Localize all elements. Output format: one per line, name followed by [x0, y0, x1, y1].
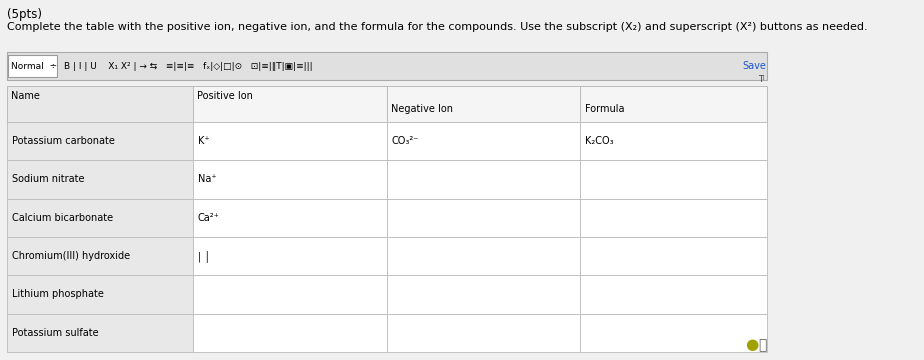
- Bar: [193, 199, 386, 237]
- Bar: [580, 199, 767, 237]
- Text: Potassium sulfate: Potassium sulfate: [12, 328, 98, 338]
- Bar: [580, 237, 767, 275]
- Bar: [193, 314, 386, 352]
- Bar: [6, 237, 193, 275]
- Text: Tᴶ: Tᴶ: [759, 75, 765, 84]
- Text: Save: Save: [743, 61, 767, 71]
- Text: Chromium(III) hydroxide: Chromium(III) hydroxide: [12, 251, 130, 261]
- Text: Na⁺: Na⁺: [198, 175, 216, 184]
- Text: Negative Ion: Negative Ion: [391, 104, 453, 114]
- Bar: [580, 160, 767, 199]
- Text: Lithium phosphate: Lithium phosphate: [12, 289, 103, 300]
- Text: Sodium nitrate: Sodium nitrate: [12, 175, 84, 184]
- Bar: [6, 275, 193, 314]
- Bar: [580, 314, 767, 352]
- Text: Formula: Formula: [585, 104, 624, 114]
- Bar: [386, 275, 580, 314]
- Bar: [6, 86, 193, 122]
- Text: Name: Name: [11, 91, 40, 101]
- Bar: [386, 237, 580, 275]
- Text: K⁺: K⁺: [198, 136, 210, 146]
- Bar: [6, 314, 193, 352]
- Text: K₂CO₃: K₂CO₃: [586, 136, 614, 146]
- Bar: [386, 199, 580, 237]
- Bar: [193, 237, 386, 275]
- Bar: [193, 275, 386, 314]
- Bar: [193, 122, 386, 160]
- Bar: [386, 160, 580, 199]
- Text: Ca²⁺: Ca²⁺: [198, 213, 220, 223]
- Text: | │: | │: [198, 250, 210, 262]
- Bar: [193, 86, 386, 122]
- Text: Calcium bicarbonate: Calcium bicarbonate: [12, 213, 113, 223]
- Text: Ⓢ: Ⓢ: [759, 338, 767, 352]
- Text: CO₃²⁻: CO₃²⁻: [392, 136, 419, 146]
- Bar: [580, 122, 767, 160]
- Text: ●: ●: [745, 337, 759, 352]
- Bar: [386, 122, 580, 160]
- Bar: [6, 122, 193, 160]
- Text: Normal  ÷: Normal ÷: [11, 62, 57, 71]
- Bar: [580, 275, 767, 314]
- Bar: [386, 86, 580, 122]
- Text: Potassium carbonate: Potassium carbonate: [12, 136, 115, 146]
- Bar: [6, 160, 193, 199]
- Bar: [6, 199, 193, 237]
- Text: (5pts): (5pts): [6, 8, 42, 21]
- Text: Positive Ion: Positive Ion: [197, 91, 253, 101]
- Bar: [580, 86, 767, 122]
- Bar: [8, 55, 57, 77]
- Bar: [193, 160, 386, 199]
- Bar: [6, 52, 767, 80]
- Text: Complete the table with the positive ion, negative ion, and the formula for the : Complete the table with the positive ion…: [6, 22, 868, 32]
- Bar: [386, 314, 580, 352]
- Text: B | I | U    X₁ X² | → ⇆   ≡|≡|≡   fₓ|◇|□|⊙   ⊡|≡|‖T|▣|≡|||: B | I | U X₁ X² | → ⇆ ≡|≡|≡ fₓ|◇|□|⊙ ⊡|≡…: [64, 62, 312, 71]
